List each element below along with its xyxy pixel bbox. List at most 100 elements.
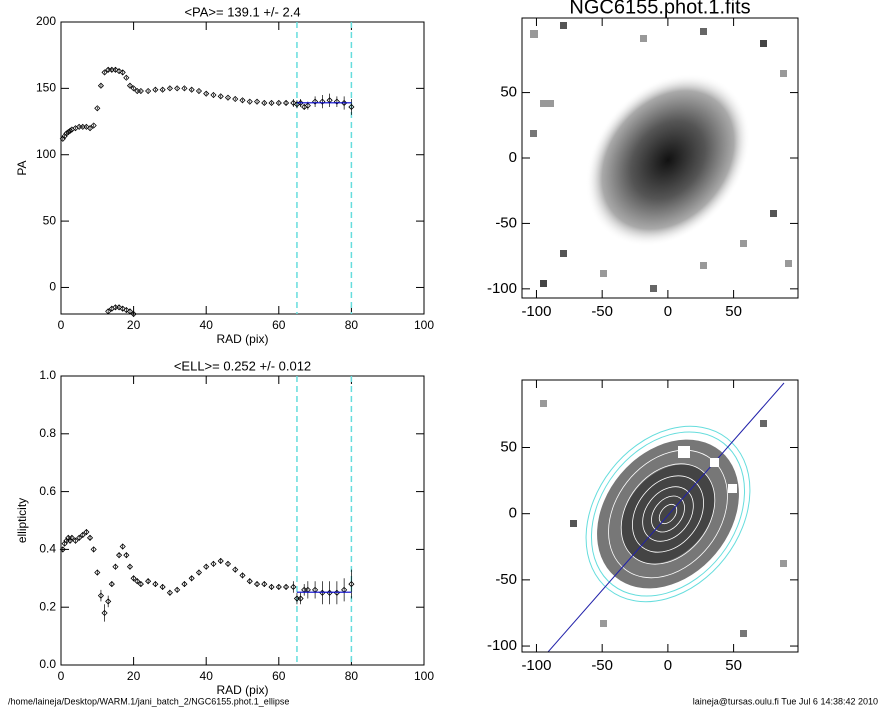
data-point xyxy=(123,306,130,314)
y-tick-label: 0 xyxy=(49,280,56,294)
data-point xyxy=(119,305,126,312)
chart-title: <PA>= 139.1 +/- 2.4 xyxy=(184,4,300,19)
y-tick-label: -50 xyxy=(495,571,517,588)
data-point xyxy=(312,98,319,105)
data-point xyxy=(86,125,94,132)
data-point xyxy=(268,583,275,591)
y-tick-label: 0.2 xyxy=(39,599,56,613)
data-point xyxy=(137,581,144,588)
data-point xyxy=(297,595,304,602)
x-tick-label: -100 xyxy=(521,303,551,320)
data-point xyxy=(275,583,282,591)
data-point xyxy=(101,69,108,76)
y-tick-label: 0.0 xyxy=(39,657,56,671)
y-tick-label: 200 xyxy=(36,14,56,28)
data-point xyxy=(152,86,159,93)
data-point xyxy=(123,552,130,559)
x-tick-label: 60 xyxy=(272,318,286,332)
galaxy-image xyxy=(530,22,792,292)
data-point xyxy=(261,99,268,107)
x-tick-label: 80 xyxy=(345,318,359,332)
data-point xyxy=(261,581,268,588)
data-point xyxy=(297,99,304,107)
data-point xyxy=(290,583,297,591)
y-axis-label: ellipticity xyxy=(15,498,29,543)
y-tick-label: -100 xyxy=(487,280,517,297)
data-point xyxy=(188,575,195,582)
data-point xyxy=(126,308,134,315)
data-point xyxy=(195,569,203,576)
data-point xyxy=(94,569,101,576)
y-tick-label: 50 xyxy=(500,438,517,455)
y-axis-label: PA xyxy=(15,160,29,175)
data-point xyxy=(90,546,97,553)
y-tick-label: 0.6 xyxy=(39,484,56,498)
data-point xyxy=(130,575,137,582)
data-point xyxy=(152,581,159,588)
footer-path: /home/laineja/Desktop/WARM.1/jani_batch_… xyxy=(8,696,289,706)
data-point xyxy=(134,578,141,585)
x-tick-label: 0 xyxy=(58,669,65,683)
data-point xyxy=(246,98,253,105)
x-tick-label: 20 xyxy=(127,318,141,332)
data-point xyxy=(105,598,112,605)
data-point xyxy=(348,581,355,588)
y-tick-label: 1.0 xyxy=(39,368,56,382)
data-point xyxy=(181,85,188,92)
data-point xyxy=(203,90,210,97)
data-point xyxy=(282,583,290,591)
y-tick-label: 0 xyxy=(509,505,517,522)
data-point xyxy=(224,94,232,101)
data-point xyxy=(59,546,66,553)
chart-title: <ELL>= 0.252 +/- 0.012 xyxy=(174,358,311,373)
data-point xyxy=(217,93,224,100)
data-point xyxy=(282,99,290,107)
x-tick-label: 40 xyxy=(200,669,214,683)
data-point xyxy=(239,97,246,104)
data-point xyxy=(210,560,217,567)
data-point xyxy=(210,91,217,99)
data-point xyxy=(253,581,261,588)
data-point xyxy=(224,560,232,567)
x-axis-label: RAD (pix) xyxy=(216,683,268,697)
data-point xyxy=(112,563,119,570)
plot-frame xyxy=(521,379,799,653)
y-tick-label: -100 xyxy=(487,637,517,654)
y-tick-label: 50 xyxy=(43,213,57,227)
y-tick-label: 100 xyxy=(36,147,56,161)
data-point xyxy=(76,534,83,541)
x-axis-label: RAD (pix) xyxy=(216,332,268,346)
x-tick-label: 50 xyxy=(725,303,742,320)
y-tick-label: 0.4 xyxy=(39,542,56,556)
chart-title: NGC6155.phot.1.fits xyxy=(569,0,750,18)
data-point xyxy=(174,586,181,593)
x-tick-label: 100 xyxy=(414,318,434,332)
data-point xyxy=(90,122,97,129)
y-tick-label: 50 xyxy=(500,84,517,101)
x-tick-label: 50 xyxy=(725,657,742,674)
x-tick-label: 80 xyxy=(345,669,359,683)
data-point xyxy=(341,99,348,107)
data-point xyxy=(203,563,210,570)
data-point xyxy=(159,86,166,93)
data-point xyxy=(130,85,137,92)
data-point xyxy=(188,86,195,93)
data-point xyxy=(239,572,246,579)
data-point xyxy=(166,589,173,596)
y-tick-label: 0.8 xyxy=(39,426,56,440)
data-point xyxy=(217,557,224,565)
data-point xyxy=(119,69,126,76)
data-point xyxy=(130,310,137,318)
footer-stamp: laineja@tursas.oulu.fi Tue Jul 6 14:38:4… xyxy=(693,696,878,706)
x-tick-label: 40 xyxy=(200,318,214,332)
x-tick-label: 100 xyxy=(414,669,434,683)
data-point xyxy=(166,85,173,92)
x-tick-label: -100 xyxy=(521,657,551,674)
data-point xyxy=(86,534,94,541)
data-point xyxy=(83,123,90,130)
data-point xyxy=(232,95,239,103)
plot-frame xyxy=(60,375,425,666)
data-point xyxy=(145,87,152,95)
data-point xyxy=(72,537,79,544)
x-tick-label: -50 xyxy=(591,303,613,320)
